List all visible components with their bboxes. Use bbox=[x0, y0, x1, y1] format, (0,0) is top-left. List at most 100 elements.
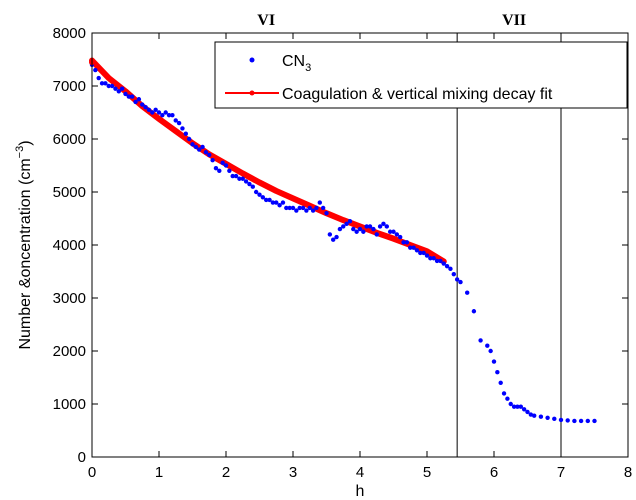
cn3-point bbox=[190, 142, 195, 147]
region-label: VII bbox=[502, 12, 526, 29]
fit-point bbox=[273, 188, 279, 194]
cn3-point bbox=[431, 256, 436, 261]
cn3-point bbox=[505, 396, 510, 401]
cn3-point bbox=[391, 229, 396, 234]
cn3-point bbox=[146, 107, 152, 113]
y-tick-label: 4000 bbox=[53, 237, 86, 254]
cn3-point bbox=[123, 91, 128, 97]
cn3-point bbox=[264, 197, 269, 203]
cn3-point bbox=[488, 348, 493, 354]
cn3-point bbox=[186, 136, 192, 142]
cn3-point bbox=[267, 197, 272, 203]
cn3-point bbox=[347, 218, 353, 224]
cn3-point bbox=[411, 245, 416, 250]
cn3-point bbox=[471, 309, 477, 314]
cn3-point bbox=[300, 205, 306, 211]
axis-ticks: 0 1 2 3 4 5 6 7 8 0 1000 2000 3000 4000 5000 6000 7000 80… bbox=[53, 25, 633, 481]
y-tick-label: 6000 bbox=[53, 131, 86, 148]
fit-point bbox=[391, 236, 396, 242]
cn3-point bbox=[176, 120, 182, 126]
cn3-point bbox=[297, 205, 302, 211]
cn3-point bbox=[210, 158, 215, 163]
cn3-point bbox=[290, 205, 296, 211]
cn3-point bbox=[320, 205, 326, 211]
x-tick-label: 6 bbox=[490, 464, 498, 481]
cn3-point bbox=[207, 152, 212, 158]
x-tick-label: 2 bbox=[222, 464, 230, 481]
cn3-point bbox=[307, 205, 312, 211]
cn3-point bbox=[428, 256, 433, 261]
cn3-point bbox=[130, 94, 135, 99]
cn3-point bbox=[220, 160, 225, 166]
cn3-point bbox=[565, 418, 570, 423]
cn3-point bbox=[404, 240, 410, 245]
cn3-point bbox=[398, 234, 403, 240]
x-tick-label: 4 bbox=[356, 464, 364, 481]
cn3-point bbox=[424, 253, 430, 258]
cn3-point bbox=[387, 229, 393, 234]
cn3-point bbox=[448, 266, 453, 272]
cn3-point bbox=[170, 112, 175, 118]
fit-point bbox=[156, 116, 162, 122]
cn3-point bbox=[163, 110, 168, 115]
cn3-point bbox=[126, 94, 132, 99]
legend: CN3 Coagulation & vertical mixing decay … bbox=[214, 41, 628, 109]
legend-label-fit: Coagulation & vertical mixing decay fit bbox=[282, 86, 553, 103]
cn3-point bbox=[106, 83, 111, 89]
cn3-point bbox=[515, 404, 520, 409]
cn3-point bbox=[351, 226, 356, 232]
fit-point bbox=[340, 217, 346, 223]
fit-point bbox=[257, 179, 262, 185]
cn3-point bbox=[136, 97, 142, 102]
cn3-point bbox=[103, 81, 108, 86]
cn3-point bbox=[585, 418, 590, 424]
cn3-point bbox=[367, 224, 373, 229]
cn3-point bbox=[552, 416, 557, 422]
cn3-point bbox=[458, 279, 463, 285]
cn3-point bbox=[337, 226, 343, 232]
cn3-point bbox=[156, 110, 162, 115]
cn3-point bbox=[160, 112, 165, 118]
cn3-point bbox=[592, 418, 597, 424]
cn3-point bbox=[538, 414, 544, 419]
cn3-point bbox=[227, 168, 232, 173]
cn3-point bbox=[521, 407, 527, 412]
y-tick-label: 5000 bbox=[53, 184, 86, 201]
cn3-point bbox=[401, 240, 406, 245]
cn3-point bbox=[414, 248, 420, 253]
x-tick-label: 5 bbox=[423, 464, 431, 481]
x-tick-label: 0 bbox=[88, 464, 96, 481]
cn3-point bbox=[133, 99, 138, 105]
cn3-point bbox=[501, 391, 507, 396]
cn3-point bbox=[150, 110, 155, 115]
x-tick-label: 8 bbox=[624, 464, 632, 481]
cn3-point bbox=[572, 418, 577, 424]
cn3-point bbox=[341, 224, 346, 229]
cn3-point bbox=[441, 261, 446, 266]
region-labels: VI VII bbox=[257, 12, 526, 29]
cn3-point bbox=[528, 412, 534, 417]
x-tick-label: 3 bbox=[289, 464, 297, 481]
cn3-point bbox=[233, 173, 239, 179]
cn3-point bbox=[377, 224, 383, 229]
cn3-point bbox=[180, 126, 185, 131]
cn3-point bbox=[327, 232, 333, 237]
y-tick-label: 3000 bbox=[53, 290, 86, 307]
cn3-point bbox=[294, 208, 299, 213]
legend-marker-fit bbox=[249, 90, 255, 96]
cn3-point bbox=[240, 176, 245, 181]
cn3-point bbox=[465, 290, 470, 295]
cn3-point bbox=[545, 415, 550, 420]
cn3-point bbox=[280, 200, 286, 205]
cn3-point bbox=[384, 224, 389, 229]
cn3-point bbox=[109, 83, 115, 89]
cn3-point bbox=[454, 277, 460, 282]
y-tick-label: 7000 bbox=[53, 78, 86, 95]
y-tick-label: 0 bbox=[78, 449, 86, 466]
y-axis-title: Number &oncentration (cm−3) bbox=[14, 140, 34, 349]
x-tick-label: 7 bbox=[557, 464, 565, 481]
cn3-point bbox=[243, 179, 249, 184]
cn3-point bbox=[200, 144, 205, 150]
cn3-point bbox=[532, 413, 537, 418]
